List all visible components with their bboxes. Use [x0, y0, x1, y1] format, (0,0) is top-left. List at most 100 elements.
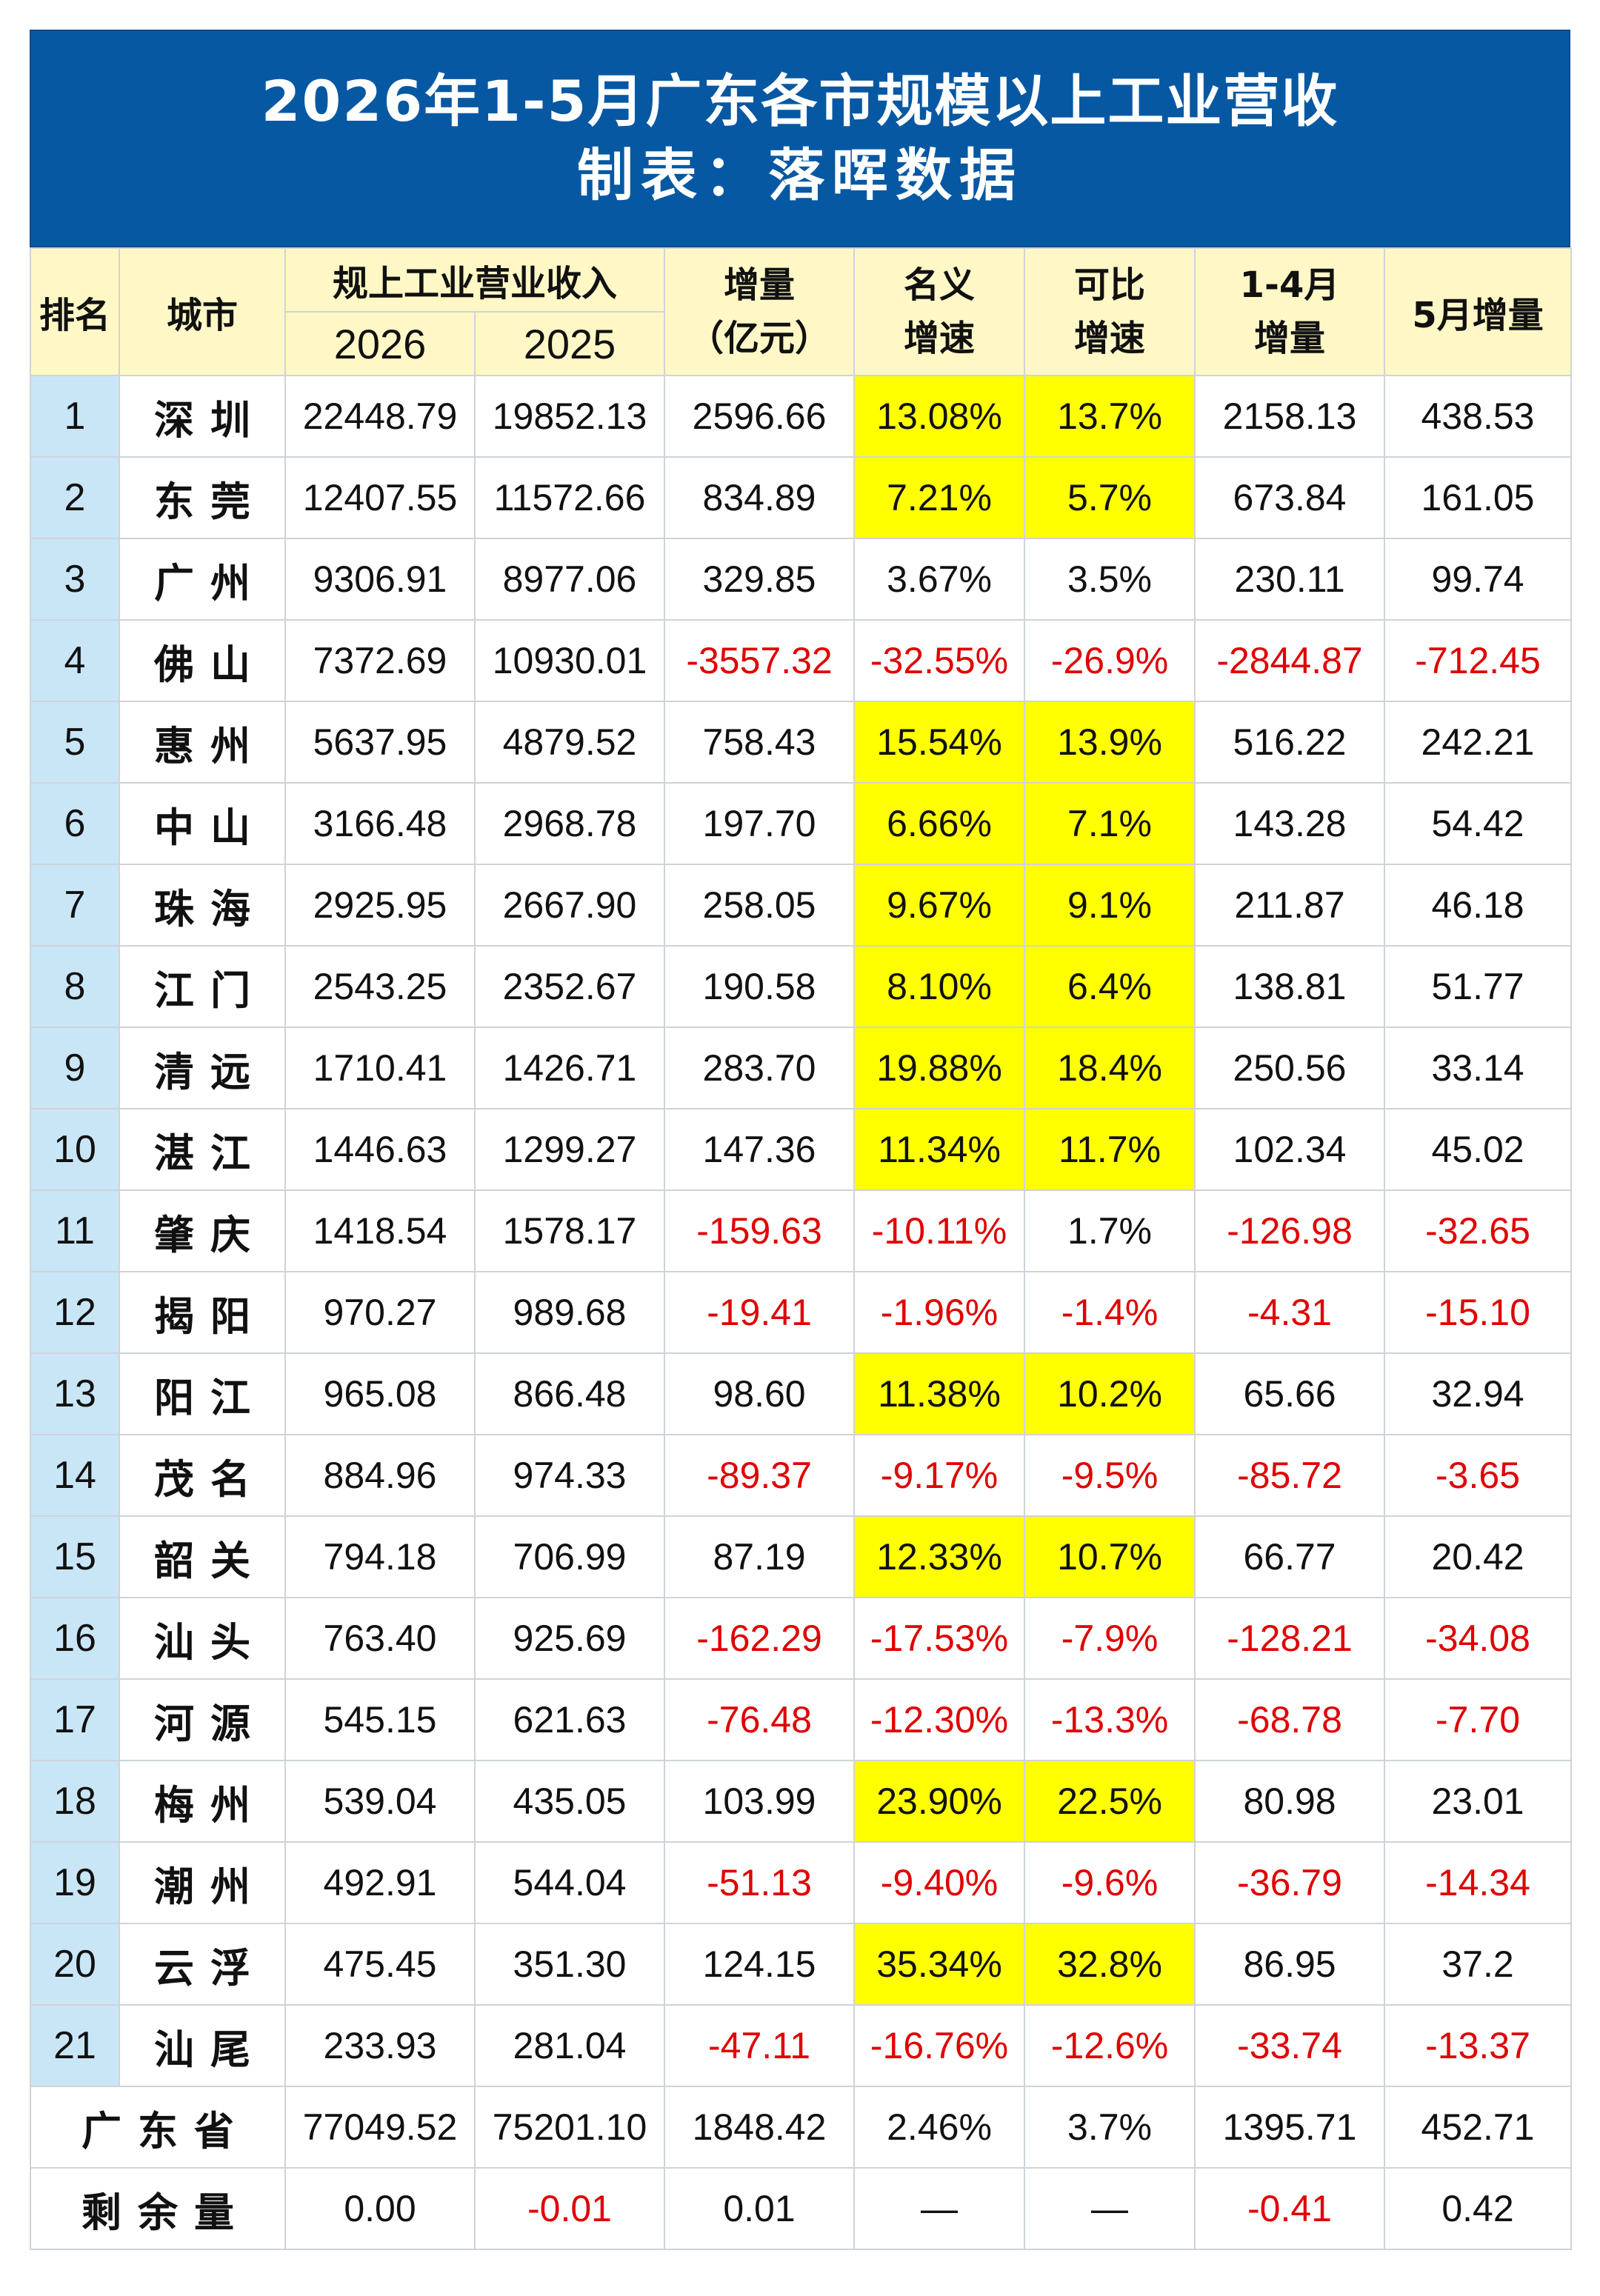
total-y2026-cell: 77049.52 [284, 2086, 476, 2169]
y2026-cell: 2543.25 [284, 945, 476, 1028]
may-cell: 46.18 [1384, 864, 1573, 947]
city-cell: 深圳 [119, 375, 286, 458]
nominal-cell: 13.08% [853, 375, 1026, 458]
header-year-2026: 2026 [284, 311, 476, 376]
header-jan-apr: 1-4月 增量 [1194, 247, 1386, 376]
nominal-cell: 7.21% [853, 456, 1026, 539]
table-footer: 广东省 77049.52 75201.10 1848.42 2.46% 3.7% 1395.… [30, 2086, 1573, 2250]
y2025-cell: 544.04 [473, 1841, 666, 1924]
increase-cell: 329.85 [664, 538, 856, 621]
increase-cell: 2596.66 [664, 375, 856, 458]
table-row: 11 肇庆 1418.54 1578.17 -159.63 -10.11% 1.7% -126… [30, 1189, 1573, 1272]
jan-apr-cell: 66.77 [1194, 1515, 1386, 1598]
increase-cell: 258.05 [664, 864, 856, 947]
nominal-cell: -16.76% [853, 2004, 1026, 2087]
comparable-cell: 10.7% [1024, 1515, 1196, 1598]
city-cell: 揭阳 [119, 1271, 286, 1354]
table-row: 6 中山 3166.48 2968.78 197.70 6.66% 7.1% 143.28 54… [30, 782, 1573, 865]
may-cell: 45.02 [1384, 1108, 1573, 1191]
increase-cell: 283.70 [664, 1027, 856, 1109]
nominal-cell: 11.34% [853, 1108, 1026, 1191]
y2025-cell: 2667.90 [473, 864, 666, 947]
table-row: 21 汕尾 233.93 281.04 -47.11 -16.76% -12.6% -33.7… [30, 2004, 1573, 2087]
may-cell: -3.65 [1384, 1434, 1573, 1517]
y2026-cell: 492.91 [284, 1841, 476, 1924]
y2025-cell: 925.69 [473, 1597, 666, 1680]
header-may: 5月增量 [1384, 247, 1573, 376]
jan-apr-cell: 143.28 [1194, 782, 1386, 865]
may-cell: -32.65 [1384, 1189, 1573, 1272]
y2025-cell: 8977.06 [473, 538, 666, 621]
rank-cell: 16 [30, 1597, 120, 1680]
rank-cell: 14 [30, 1434, 120, 1517]
jan-apr-cell: 65.66 [1194, 1352, 1386, 1435]
header-increase-line1: 增量 [724, 264, 796, 306]
comparable-cell: -12.6% [1024, 2004, 1196, 2087]
nominal-cell: -17.53% [853, 1597, 1026, 1680]
nominal-cell: 11.38% [853, 1352, 1026, 1435]
y2025-cell: 706.99 [473, 1515, 666, 1598]
header-nominal: 名义 增速 [853, 247, 1026, 376]
city-cell: 江门 [119, 945, 286, 1028]
header-jan-apr-line1: 1-4月 [1239, 264, 1340, 306]
header-rank: 排名 [30, 247, 120, 376]
total-label: 剩余量 [30, 2167, 286, 2250]
comparable-cell: 10.2% [1024, 1352, 1196, 1435]
may-cell: 54.42 [1384, 782, 1573, 865]
nominal-cell: -9.17% [853, 1434, 1026, 1517]
nominal-cell: 6.66% [853, 782, 1026, 865]
increase-cell: 103.99 [664, 1760, 856, 1843]
increase-cell: -51.13 [664, 1841, 856, 1924]
total-comparable-cell: 3.7% [1024, 2086, 1196, 2169]
jan-apr-cell: -126.98 [1194, 1189, 1386, 1272]
y2026-cell: 763.40 [284, 1597, 476, 1680]
y2026-cell: 545.15 [284, 1678, 476, 1761]
jan-apr-cell: 250.56 [1194, 1027, 1386, 1109]
city-cell: 广州 [119, 538, 286, 621]
y2026-cell: 1710.41 [284, 1027, 476, 1109]
table-row: 2 东莞 12407.55 11572.66 834.89 7.21% 5.7% 673.84… [30, 456, 1573, 539]
total-may-cell: 452.71 [1384, 2086, 1573, 2169]
total-y2025-cell: -0.01 [473, 2167, 666, 2250]
comparable-cell: 11.7% [1024, 1108, 1196, 1191]
rank-cell: 18 [30, 1760, 120, 1843]
may-cell: -34.08 [1384, 1597, 1573, 1680]
increase-cell: -159.63 [664, 1189, 856, 1272]
comparable-cell: -7.9% [1024, 1597, 1196, 1680]
comparable-cell: 3.5% [1024, 538, 1196, 621]
y2026-cell: 5637.95 [284, 701, 476, 784]
y2025-cell: 1578.17 [473, 1189, 666, 1272]
table-row: 18 梅州 539.04 435.05 103.99 23.90% 22.5% 80.98 23… [30, 1760, 1573, 1843]
y2026-cell: 12407.55 [284, 456, 476, 539]
rank-cell: 11 [30, 1189, 120, 1272]
jan-apr-cell: -85.72 [1194, 1434, 1386, 1517]
table-row: 13 阳江 965.08 866.48 98.60 11.38% 10.2% 65.66 32.… [30, 1352, 1573, 1435]
y2025-cell: 974.33 [473, 1434, 666, 1517]
increase-cell: 87.19 [664, 1515, 856, 1598]
may-cell: 37.2 [1384, 1923, 1573, 2006]
page-title: 2026年1-5月广东各市规模以上工业营收 [261, 68, 1339, 134]
comparable-cell: -1.4% [1024, 1271, 1196, 1354]
y2025-cell: 1426.71 [473, 1027, 666, 1109]
y2025-cell: 2352.67 [473, 945, 666, 1028]
y2026-cell: 3166.48 [284, 782, 476, 865]
table-row: 3 广州 9306.91 8977.06 329.85 3.67% 3.5% 230.11 99… [30, 538, 1573, 621]
page-subtitle: 制表：落晖数据 [577, 142, 1023, 208]
nominal-cell: 12.33% [853, 1515, 1026, 1598]
y2025-cell: 989.68 [473, 1271, 666, 1354]
table-row: 17 河源 545.15 621.63 -76.48 -12.30% -13.3% -68.7… [30, 1678, 1573, 1761]
table-body: 1 深圳 22448.79 19852.13 2596.66 13.08% 13.7% 215… [30, 375, 1573, 2087]
city-cell: 佛山 [119, 619, 286, 702]
header-comparable-line2: 增速 [1074, 318, 1146, 359]
y2026-cell: 965.08 [284, 1352, 476, 1435]
rank-cell: 8 [30, 945, 120, 1028]
city-cell: 河源 [119, 1678, 286, 1761]
y2025-cell: 351.30 [473, 1923, 666, 2006]
table-row: 12 揭阳 970.27 989.68 -19.41 -1.96% -1.4% -4.31 -1… [30, 1271, 1573, 1354]
y2026-cell: 970.27 [284, 1271, 476, 1354]
city-cell: 茂名 [119, 1434, 286, 1517]
jan-apr-cell: 80.98 [1194, 1760, 1386, 1843]
increase-cell: 834.89 [664, 456, 856, 539]
rank-cell: 3 [30, 538, 120, 621]
city-cell: 肇庆 [119, 1189, 286, 1272]
